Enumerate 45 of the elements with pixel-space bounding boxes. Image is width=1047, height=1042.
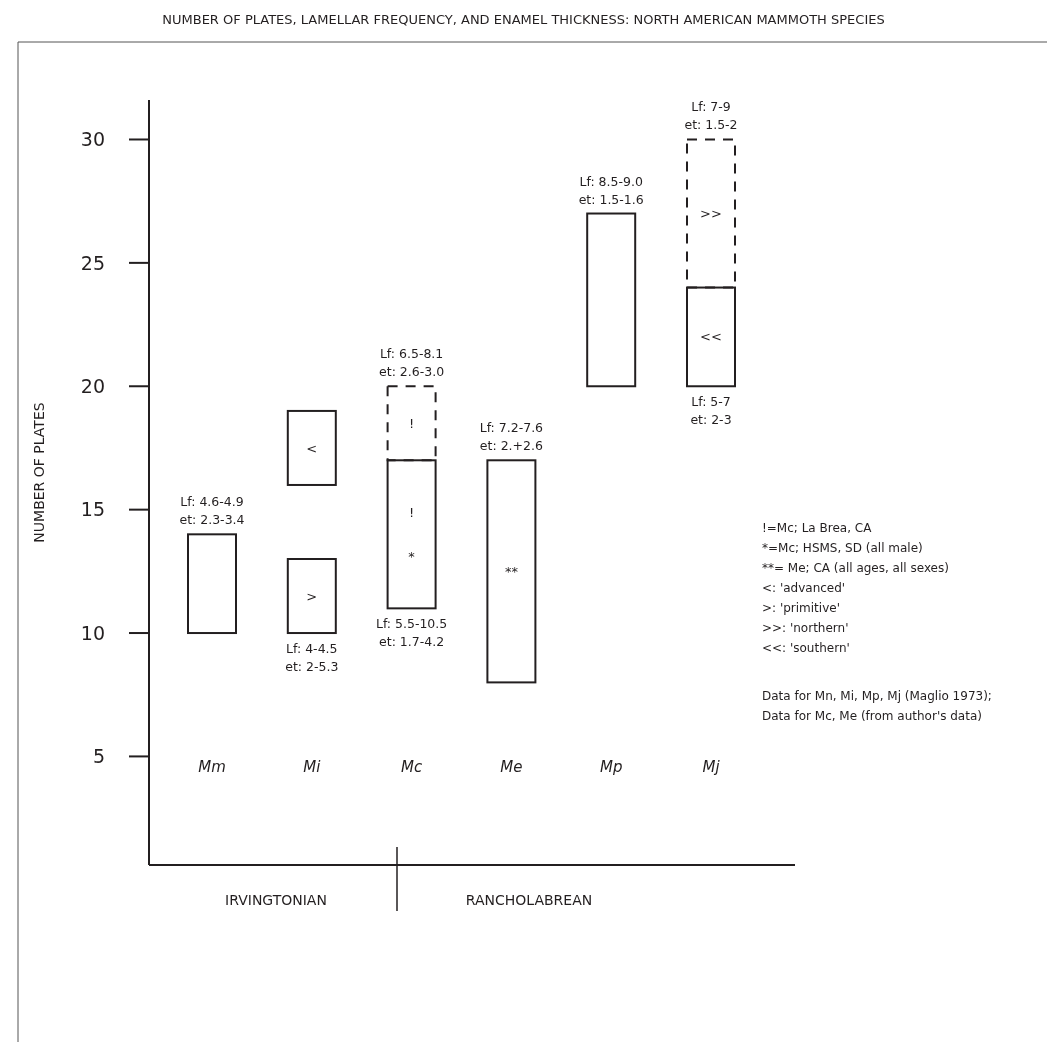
annotation: Lf: 5-7 et: 2-3 xyxy=(690,394,732,428)
x-tick-label: Mm xyxy=(198,758,226,776)
annotation: Lf: 7.2-7.6 et: 2.+2.6 xyxy=(479,420,544,454)
annotation: >: 'primitive' xyxy=(762,601,840,615)
x-tick-label: Mj xyxy=(702,758,721,776)
annotation: Data for Mn, Mi, Mp, Mj (Maglio 1973); xyxy=(762,689,992,703)
data-label: >> xyxy=(700,206,722,222)
annotation: **= Me; CA (all ages, all sexes) xyxy=(762,561,949,575)
x-tick-label: Mp xyxy=(599,758,623,776)
x-tick-label: Me xyxy=(500,758,523,776)
y-tick-label: 25 xyxy=(80,251,105,274)
data-label: ! xyxy=(408,415,415,431)
annotation: Data for Mc, Me (from author's data) xyxy=(762,709,982,723)
text: IRVINGTONIAN xyxy=(225,892,327,908)
annotation: <: 'advanced' xyxy=(762,581,846,595)
annotation: Lf: 4-4.5 et: 2-5.3 xyxy=(285,641,339,675)
y-tick-label: 20 xyxy=(80,374,105,397)
y-axis-title: NUMBER OF PLATES xyxy=(31,402,47,543)
text: RANCHOLABREAN xyxy=(465,892,593,908)
data-label: < xyxy=(306,440,318,456)
y-tick-label: 30 xyxy=(80,128,105,151)
data-label: > xyxy=(306,588,318,604)
bar xyxy=(586,212,637,388)
y-tick-label: 5 xyxy=(92,745,105,768)
chart-title: NUMBER OF PLATES, LAMELLAR FREQUENCY, AND ENAMEL THICKNESS: NORTH AMERICAN MAMMOTH SPECIES xyxy=(162,12,885,27)
bar xyxy=(486,459,537,684)
annotation: !=Mc; La Brea, CA xyxy=(762,521,873,535)
bar xyxy=(187,533,237,635)
y-tick-label: 10 xyxy=(80,621,105,644)
annotation: <<: 'southern' xyxy=(762,641,850,655)
annotation: Lf: 8.5-9.0 et: 1.5-1.6 xyxy=(578,173,644,207)
data-label: << xyxy=(700,329,722,345)
bar xyxy=(286,409,337,486)
annotation: Lf: 6.5-8.1 et: 2.6-3.0 xyxy=(379,346,445,380)
bar xyxy=(286,558,337,635)
annotation: Lf: 4.6-4.9 et: 2.3-3.4 xyxy=(179,494,245,528)
x-tick-label: Mc xyxy=(401,758,423,776)
annotation: *=Mc; HSMS, SD (all male) xyxy=(762,541,923,555)
annotation: Lf: 5.5-10.5 et: 1.7-4.2 xyxy=(375,616,448,650)
annotation: >>: 'northern' xyxy=(762,621,849,635)
y-tick-label: 15 xyxy=(80,498,105,521)
data-label: ** xyxy=(504,563,519,579)
x-tick-label: Mi xyxy=(303,758,322,776)
text: ! * xyxy=(408,504,415,564)
annotation: Lf: 7-9 et: 1.5-2 xyxy=(684,99,738,133)
